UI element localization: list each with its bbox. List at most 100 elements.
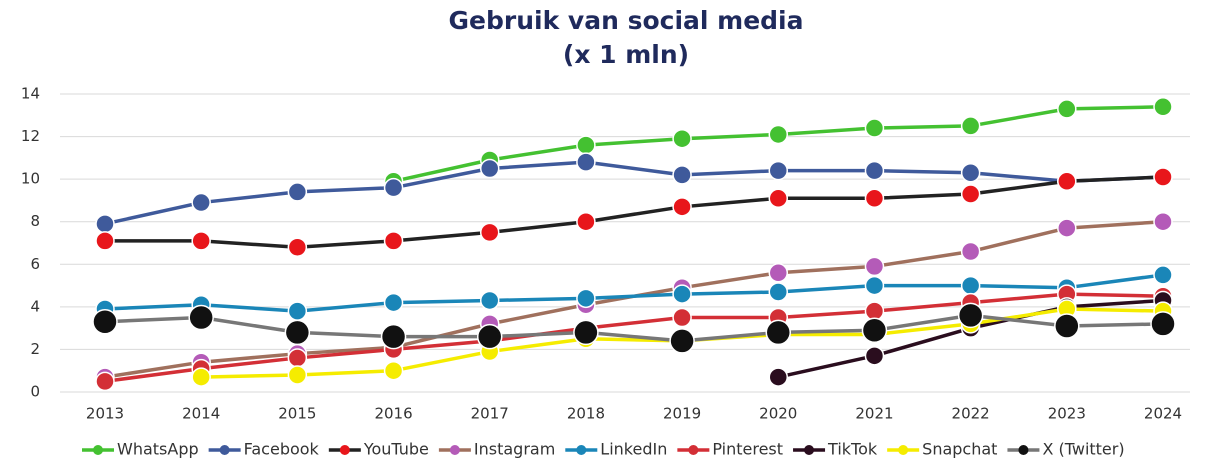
series-marker — [1150, 311, 1176, 337]
series-marker — [383, 177, 404, 198]
y-tick-label: 14 — [21, 85, 40, 103]
x-tick-label: 2018 — [567, 405, 605, 423]
x-tick-label: 2017 — [471, 405, 509, 423]
series-marker — [960, 163, 981, 183]
x-tick-label: 2024 — [1144, 405, 1182, 423]
series-marker — [861, 317, 888, 344]
x-tick-label: 2022 — [952, 405, 990, 423]
y-tick-label: 12 — [21, 127, 40, 145]
series-marker — [95, 214, 115, 234]
y-tick-label: 8 — [30, 212, 40, 230]
series-marker — [672, 128, 692, 149]
series-marker — [191, 192, 211, 213]
x-tick-label: 2020 — [759, 405, 797, 423]
x-tick-label: 2019 — [663, 405, 701, 423]
x-tick-label: 2013 — [86, 405, 124, 423]
series-marker — [380, 323, 407, 350]
series-marker — [957, 302, 984, 329]
legend-marker — [339, 445, 350, 455]
series-marker — [960, 184, 981, 204]
legend-label: X (Twitter) — [1042, 440, 1124, 459]
series-marker — [95, 231, 115, 251]
legend-marker — [1018, 445, 1029, 455]
x-tick-label: 2021 — [855, 405, 893, 423]
series-marker — [1153, 265, 1173, 285]
series-marker — [768, 282, 789, 302]
legend-label: LinkedIn — [600, 440, 667, 459]
series-marker — [768, 367, 789, 387]
series-marker — [768, 263, 789, 283]
series-marker — [191, 231, 211, 251]
series-marker — [1153, 97, 1173, 117]
series-marker — [672, 284, 692, 304]
legend-label: TikTok — [827, 440, 878, 459]
series-marker — [669, 328, 695, 354]
series-marker — [383, 292, 404, 313]
series-marker — [768, 188, 789, 209]
series-marker — [1054, 313, 1080, 339]
legend-label: YouTube — [363, 440, 429, 459]
x-tick-label: 2023 — [1048, 405, 1086, 423]
series-marker — [479, 222, 500, 243]
series-marker — [1057, 99, 1077, 119]
series-marker — [287, 301, 308, 321]
legend-label: WhatsApp — [117, 440, 199, 459]
series-marker — [864, 118, 885, 138]
series-marker — [1153, 211, 1173, 232]
series-marker — [287, 348, 308, 368]
x-tick-label: 2014 — [182, 405, 220, 423]
y-tick-label: 6 — [30, 255, 40, 273]
y-tick-label: 0 — [30, 383, 40, 401]
series-marker — [576, 288, 596, 309]
series-marker — [1057, 171, 1077, 192]
series-marker — [1153, 167, 1173, 187]
x-tick-label: 2015 — [278, 405, 316, 423]
series-marker — [960, 116, 981, 136]
series-marker — [864, 160, 885, 181]
series-marker — [476, 323, 503, 350]
series-line — [104, 273, 1164, 313]
series-marker — [573, 319, 599, 346]
series-marker — [1057, 218, 1077, 238]
series-marker — [188, 304, 214, 331]
legend-marker — [898, 445, 909, 455]
legend-marker — [576, 445, 587, 455]
legend-marker — [804, 445, 815, 455]
chart-subtitle: (x 1 mln) — [563, 40, 689, 69]
series-marker — [672, 307, 692, 328]
legend-marker — [93, 445, 103, 455]
series-line — [104, 160, 1164, 226]
legend-marker — [219, 445, 230, 455]
series-marker — [287, 182, 308, 202]
series-marker — [864, 346, 885, 366]
series-marker — [864, 275, 885, 296]
series-marker — [284, 319, 311, 346]
series-marker — [672, 197, 692, 217]
series-marker — [768, 160, 789, 181]
y-tick-label: 10 — [21, 170, 40, 188]
series-marker — [92, 309, 118, 335]
legend-marker — [449, 445, 460, 455]
series-marker — [479, 158, 500, 179]
series-marker — [960, 275, 981, 296]
series-marker — [95, 371, 115, 392]
series-marker — [864, 188, 885, 209]
series-line — [105, 175, 1164, 250]
legend-label: Pinterest — [712, 440, 783, 459]
series-marker — [765, 319, 792, 346]
series-marker — [383, 360, 404, 381]
series-marker — [672, 165, 692, 185]
series-line — [104, 292, 1164, 384]
chart-title: Gebruik van social media — [449, 6, 804, 35]
series-marker — [287, 365, 308, 385]
series-marker — [576, 135, 596, 155]
series-marker — [864, 256, 885, 277]
series-marker — [864, 301, 885, 321]
series-marker — [479, 290, 500, 311]
legend-label: Instagram — [474, 440, 555, 459]
legend-marker — [688, 445, 699, 455]
series-line — [104, 313, 1164, 343]
x-tick-label: 2016 — [374, 405, 412, 423]
series-marker — [287, 237, 308, 258]
